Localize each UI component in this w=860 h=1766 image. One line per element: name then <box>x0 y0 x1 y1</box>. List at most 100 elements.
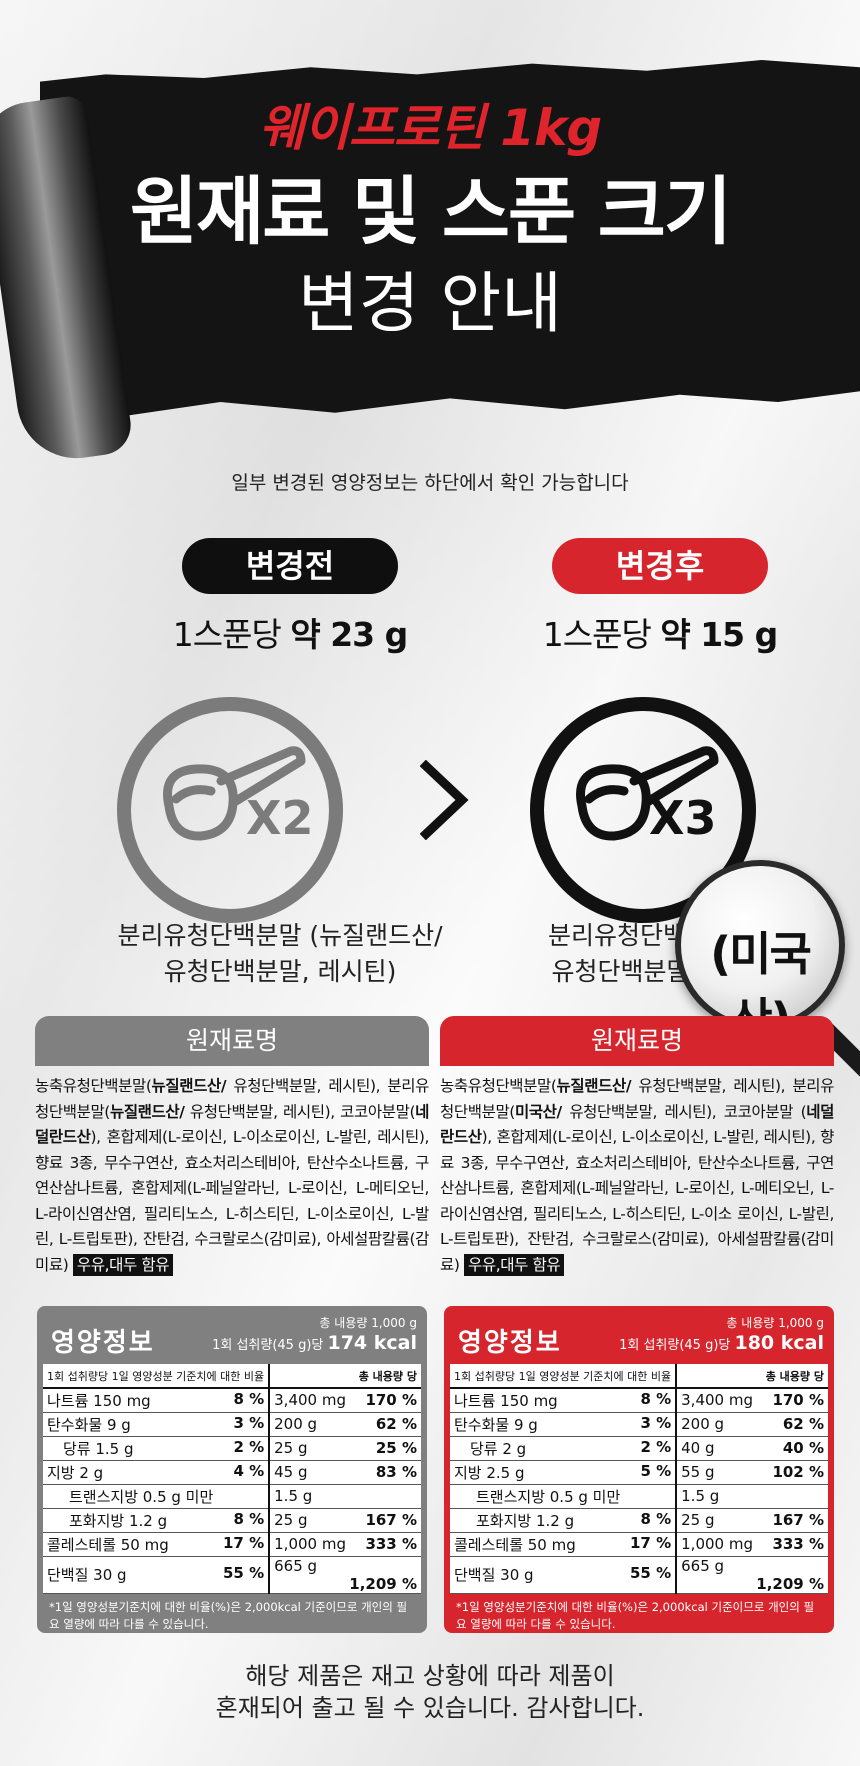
total-percent: 333 % <box>772 1535 824 1553</box>
table-row: 트랜스지방 0.5 g 미만 1.5 g <box>43 1484 421 1509</box>
scoop-icon <box>576 746 719 841</box>
scoop-value: 약 23 g <box>290 615 408 654</box>
ingredient-text: ), 혼합제제(L-로이신, L-이소로이신, L-발린, 레시틴), 향료 3… <box>35 1128 429 1274</box>
nutrition-note: *1일 영양성분기준치에 대한 비율(%)은 2,000kcal 기준이므로 개… <box>456 1599 815 1631</box>
ingredient-text: 미국산/ <box>514 1102 562 1121</box>
total-amount: 3,400 mg <box>681 1391 753 1410</box>
total-amount: 200 g <box>681 1415 725 1433</box>
before-column: 변경전 1스푼당 약 23 g <box>100 538 480 656</box>
daily-percent: 17 % <box>223 1533 265 1552</box>
product-title: 웨이프로틴 1kg <box>258 99 602 157</box>
nutrient-name: 지방 2.5 g <box>454 1463 525 1482</box>
total-amount: 665 g <box>681 1556 725 1575</box>
table-row: 트랜스지방 0.5 g 미만 1.5 g <box>450 1484 828 1509</box>
kcal-value: 180 kcal <box>734 1332 824 1354</box>
table-row: 당류 2 g 2 % 40 g 40 % <box>450 1436 828 1461</box>
nutrient-name: 단백질 30 g <box>454 1566 534 1584</box>
magnifier-icon: (미국산) <box>675 860 845 1047</box>
nutrient-name: 지방 2 g <box>47 1463 104 1482</box>
after-pill: 변경후 <box>552 538 768 594</box>
table-row: 나트륨 150 mg 8 % 3,400 mg 170 % <box>43 1388 421 1413</box>
total-percent: 167 % <box>365 1511 417 1529</box>
daily-percent: 8 % <box>233 1509 265 1528</box>
total-percent: 40 % <box>782 1439 824 1457</box>
kcal-value: 174 kcal <box>327 1332 417 1354</box>
serving-kcal: 1회 섭취량(45 g)당 180 kcal <box>619 1332 824 1354</box>
ingredient-text: 농축유청단백분말( <box>440 1077 557 1095</box>
scoop-icon <box>163 746 306 841</box>
daily-percent: 2 % <box>640 1437 672 1456</box>
table-row: 단백질 30 g 55 % 665 g 1,209 % <box>450 1556 828 1594</box>
total-percent: 62 % <box>782 1415 824 1433</box>
daily-percent: 8 % <box>640 1389 672 1408</box>
footer-line: 해당 제품은 재고 상황에 따라 제품이 <box>245 1662 615 1690</box>
ingredient-text: 유청단백분말, 레시틴), 분리유청단백분말( <box>35 1077 429 1121</box>
nutrient-name: 트랜스지방 0.5 g 미만 <box>476 1487 621 1506</box>
total-percent: 170 % <box>365 1391 417 1410</box>
table-row: 당류 1.5 g 2 % 25 g 25 % <box>43 1436 421 1461</box>
total-amount: 55 g <box>681 1463 715 1481</box>
nutrient-name: 나트륨 150 mg <box>47 1391 151 1410</box>
daily-percent: 5 % <box>640 1461 672 1480</box>
table-row: 포화지방 1.2 g 8 % 25 g 167 % <box>450 1508 828 1533</box>
daily-percent: 55 % <box>630 1564 672 1582</box>
table-row: 지방 2.5 g 5 % 55 g 102 % <box>450 1460 828 1485</box>
header-banner <box>0 40 860 466</box>
total-amount: 40 g <box>681 1439 715 1457</box>
ingredient-text: 유청단백분말, 레시틴), 코코아분말 ( <box>561 1102 807 1121</box>
ingredient-text: 농축유청단백분말( <box>35 1077 152 1095</box>
total-weight: 총 내용량 1,000 g <box>319 1316 417 1330</box>
table-header-right: 총 내용량 당 <box>676 1364 828 1389</box>
total-amount: 45 g <box>274 1463 308 1481</box>
table-row: 나트륨 150 mg 8 % 3,400 mg 170 % <box>450 1388 828 1413</box>
table-header-right: 총 내용량 당 <box>269 1364 421 1389</box>
total-percent: 333 % <box>365 1535 417 1553</box>
total-amount: 3,400 mg <box>274 1391 346 1410</box>
nutrient-name: 콜레스테롤 50 mg <box>47 1535 169 1554</box>
desc-line: 유청단백분말, 레시틴) <box>163 957 397 986</box>
nutrient-name: 당류 1.5 g <box>63 1439 134 1458</box>
total-amount: 25 g <box>274 1511 308 1529</box>
nutrient-name: 단백질 30 g <box>47 1566 127 1584</box>
table-row: 탄수화물 9 g 3 % 200 g 62 % <box>43 1412 421 1437</box>
nutrient-name: 포화지방 1.2 g <box>476 1511 575 1530</box>
nutrient-name: 콜레스테롤 50 mg <box>454 1535 576 1554</box>
nutrient-name: 탄수화물 9 g <box>47 1415 131 1434</box>
ingredient-text: 뉴질랜드산/ <box>151 1077 227 1095</box>
table-row: 포화지방 1.2 g 8 % 25 g 167 % <box>43 1508 421 1533</box>
after-ingredients-header: 원재료명 <box>440 1016 834 1066</box>
nutrient-name: 탄수화물 9 g <box>454 1415 538 1434</box>
footer-line: 혼재되어 출고 될 수 있습니다. 감사합니다. <box>215 1694 645 1722</box>
total-percent: 170 % <box>772 1391 824 1410</box>
nutrient-name: 당류 2 g <box>470 1439 527 1458</box>
total-amount: 200 g <box>274 1415 318 1433</box>
total-percent: 62 % <box>375 1415 417 1433</box>
daily-percent: 4 % <box>233 1461 265 1480</box>
total-amount: 25 g <box>274 1439 308 1457</box>
nutrition-title: 영양정보 <box>51 1328 155 1358</box>
scoop-value: 약 15 g <box>660 615 778 654</box>
total-amount: 665 g <box>274 1556 318 1575</box>
scoop-prefix: 1스푼당 <box>172 615 291 654</box>
banner-headline: 원재료 및 스푼 크기 <box>130 169 732 255</box>
total-amount: 25 g <box>681 1511 715 1529</box>
after-column: 변경후 1스푼당 약 15 g <box>470 538 850 656</box>
allergen-tag: 우유,대두 함유 <box>72 1253 174 1276</box>
total-amount: 1.5 g <box>274 1487 313 1505</box>
total-percent: 1,209 % <box>349 1574 417 1593</box>
before-pill: 변경전 <box>182 538 398 594</box>
ingredient-text: 유청단백분말, 레시틴), 분리유청단백분말( <box>440 1077 834 1121</box>
nutrition-title: 영양정보 <box>458 1328 562 1358</box>
table-header-left: 1회 섭취량당 1일 영양성분 기준치에 대한 비율 <box>43 1364 271 1389</box>
ingredient-text: 네덜란드산 <box>35 1102 429 1147</box>
total-percent: 25 % <box>375 1439 417 1457</box>
total-amount: 1,000 mg <box>274 1535 346 1553</box>
ingredient-text: 뉴질랜드산/ <box>556 1077 632 1095</box>
ingredient-text: 유청단백분말, 레시틴), 코코아분말( <box>184 1102 416 1121</box>
before-ingredients-header: 원재료명 <box>35 1016 429 1066</box>
banner-subheadline: 변경 안내 <box>298 265 562 342</box>
banner-band <box>40 60 860 417</box>
ingredient-text: ), 혼합제제(L-로이신, L-이소로이신, L-발린, 레시틴), 향료 3… <box>440 1128 834 1274</box>
before-ingredients-text: 농축유청단백분말(뉴질랜드산/ 유청단백분말, 레시틴), 분리유청단백분말(뉴… <box>35 1074 429 1278</box>
